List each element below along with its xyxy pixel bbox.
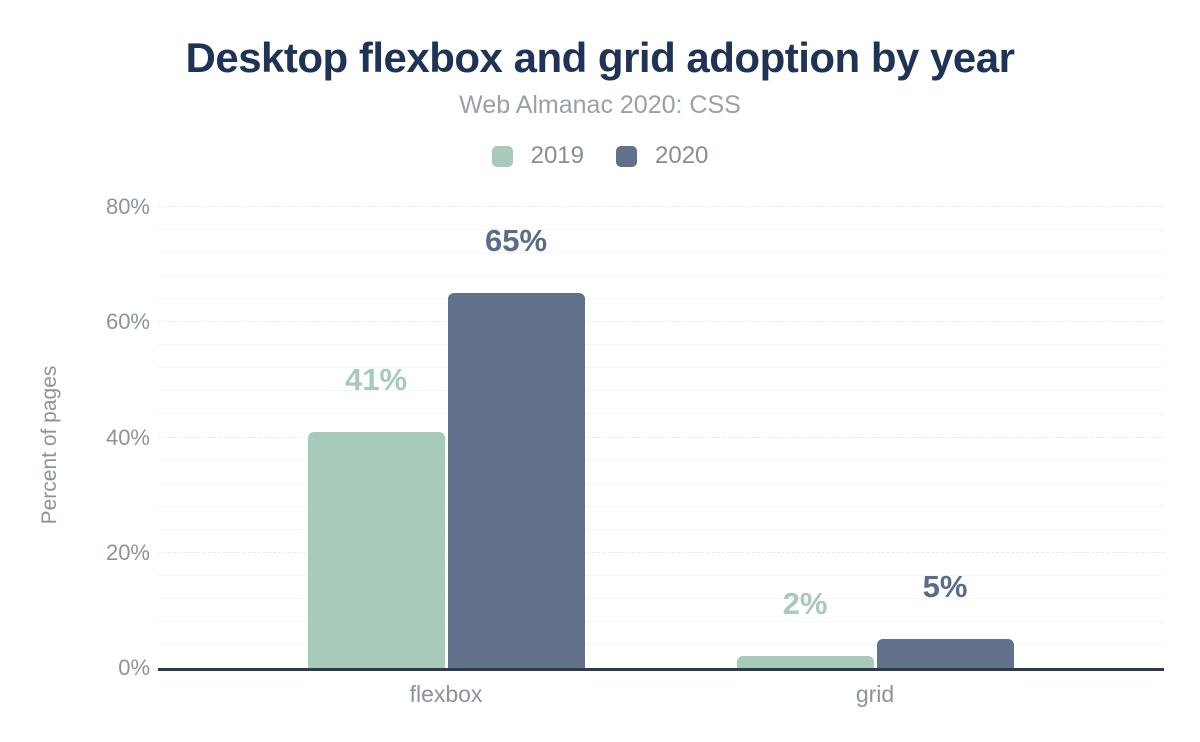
gridline-minor (158, 298, 1164, 300)
gridline-major (158, 206, 1164, 207)
bar-2020-grid (876, 639, 1014, 668)
chart-subtitle: Web Almanac 2020: CSS (459, 91, 741, 119)
legend-swatch-2020 (616, 145, 637, 167)
gridline-major (158, 436, 1164, 438)
x-axis-label-grid: grid (855, 681, 895, 707)
legend-swatch-2019 (491, 145, 513, 167)
gridline-minor (158, 597, 1164, 599)
gridline-minor (158, 643, 1164, 645)
legend-item-2019: 2019 (491, 142, 584, 170)
legend-item-2020: 2020 (616, 142, 708, 170)
y-axis-ticks: 0% 20% 40% 60% 80% (0, 195, 150, 680)
value-label-2019-grid: 2% (782, 586, 828, 622)
gridline-minor (158, 528, 1164, 530)
gridline-minor (158, 252, 1164, 254)
bar-2019-grid (736, 656, 874, 668)
bar-2020-flexbox (447, 293, 585, 668)
bar-2019-flexbox (307, 431, 445, 668)
chart-title: Desktop flexbox and grid adoption by yea… (185, 34, 1015, 81)
gridline-minor (158, 505, 1164, 507)
gridline-minor (158, 390, 1164, 392)
gridline-minor (158, 574, 1164, 576)
gridline-major (158, 321, 1164, 323)
value-label-2020-grid: 5% (922, 569, 968, 605)
gridline-minor (158, 482, 1164, 484)
y-tick-label: 80% (105, 194, 150, 219)
y-tick-label: 0% (118, 655, 150, 680)
gridline-minor (158, 229, 1164, 231)
legend: 2019 2020 (0, 142, 1200, 170)
gridline-minor (158, 620, 1164, 622)
gridline-minor (158, 413, 1164, 415)
value-label-2019-flexbox: 41% (344, 361, 408, 397)
y-tick-label: 60% (105, 309, 150, 335)
gridline-minor (158, 344, 1164, 346)
legend-label-2020: 2020 (655, 142, 709, 169)
legend-label-2019: 2019 (530, 142, 584, 169)
value-label-2020-flexbox: 65% (484, 223, 548, 259)
plot-area: 41% 65% flexbox 2% 5% grid (158, 206, 1164, 707)
y-tick-label: 40% (105, 424, 150, 450)
x-axis-label-flexbox: flexbox (409, 681, 483, 707)
gridline-minor (158, 367, 1164, 369)
y-tick-label: 20% (105, 539, 150, 565)
gridline-minor (158, 459, 1164, 461)
gridline-major (158, 551, 1164, 553)
gridline-minor (158, 275, 1164, 277)
